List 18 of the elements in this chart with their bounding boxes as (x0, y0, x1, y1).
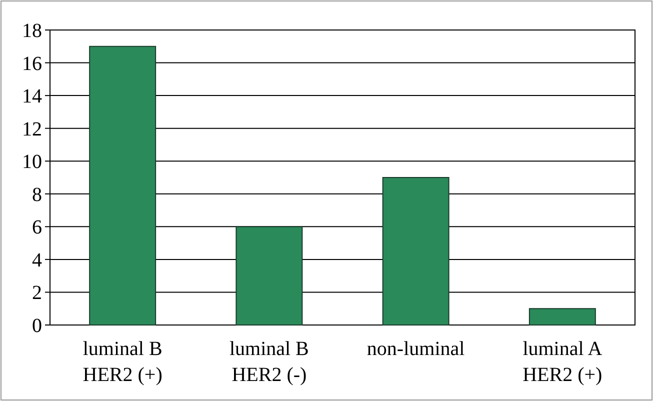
y-tick-label: 4 (32, 249, 42, 272)
x-tick-label: luminal B HER2 (-) (229, 338, 309, 386)
y-tick-label: 6 (32, 216, 42, 239)
x-tick-label: non-luminal (366, 338, 466, 360)
y-tick-label: 8 (32, 184, 42, 206)
y-tick-label: 0 (32, 315, 42, 337)
y-tick-label: 10 (22, 151, 42, 174)
y-tick-label: 16 (22, 52, 42, 75)
y-tick-label: 2 (32, 282, 42, 304)
y-tick-label: 18 (22, 20, 42, 42)
bar (236, 226, 303, 326)
x-tick-label: luminal A HER2 (+) (522, 338, 603, 386)
bar (528, 308, 596, 326)
bar (382, 177, 450, 326)
y-tick-label: 14 (22, 86, 42, 108)
x-tick-label: luminal B HER2 (+) (82, 338, 162, 386)
y-tick-label: 12 (22, 118, 42, 140)
bar (89, 46, 156, 326)
